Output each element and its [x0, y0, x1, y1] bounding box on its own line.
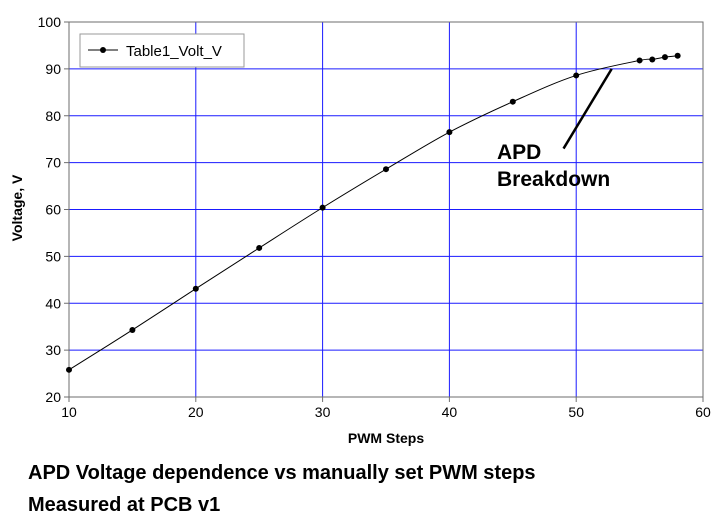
data-point	[674, 52, 681, 59]
y-tick-label: 70	[45, 155, 61, 171]
annotation-text: APD	[497, 141, 541, 164]
legend: Table1_Volt_V	[79, 33, 245, 68]
data-point	[66, 366, 72, 373]
x-tick-label: 10	[61, 404, 77, 420]
legend-label: Table1_Volt_V	[126, 43, 222, 60]
caption-line-2: Measured at PCB v1	[28, 494, 221, 516]
data-point	[446, 129, 453, 136]
annotation: APD Breakdown	[497, 68, 613, 191]
y-tick-label: 90	[45, 61, 61, 77]
x-tick-label: 50	[568, 404, 584, 420]
x-tick-label: 20	[188, 404, 204, 420]
data-point	[649, 56, 656, 63]
annotation-text: Breakdown	[497, 168, 610, 191]
y-tick-label: 100	[38, 14, 62, 30]
legend-marker	[100, 47, 106, 53]
data-point	[192, 285, 199, 292]
caption-line-1: APD Voltage dependence vs manually set P…	[28, 462, 536, 484]
data-point	[636, 57, 643, 64]
data-point	[129, 326, 136, 333]
y-tick-label: 20	[45, 389, 61, 405]
series-layer	[66, 52, 681, 373]
annotation-pointer	[562, 68, 613, 150]
x-tick-label: 60	[695, 404, 711, 420]
x-tick-label: 30	[315, 404, 331, 420]
data-point	[319, 204, 326, 211]
chart-background	[0, 0, 713, 450]
x-tick-label: 40	[442, 404, 458, 420]
data-point	[661, 54, 668, 61]
data-point	[256, 244, 263, 251]
y-tick-label: 60	[45, 202, 61, 218]
data-point	[383, 166, 389, 173]
y-tick-label: 40	[45, 295, 61, 311]
y-axis-label: Voltage, V	[9, 174, 25, 241]
y-tick-label: 80	[45, 108, 61, 124]
data-point	[573, 72, 580, 79]
grid-lines	[69, 22, 703, 397]
y-tick-label: 30	[45, 342, 61, 358]
data-point	[509, 98, 516, 105]
x-axis-label: PWM Steps	[348, 430, 424, 446]
y-tick-label: 50	[45, 248, 61, 264]
